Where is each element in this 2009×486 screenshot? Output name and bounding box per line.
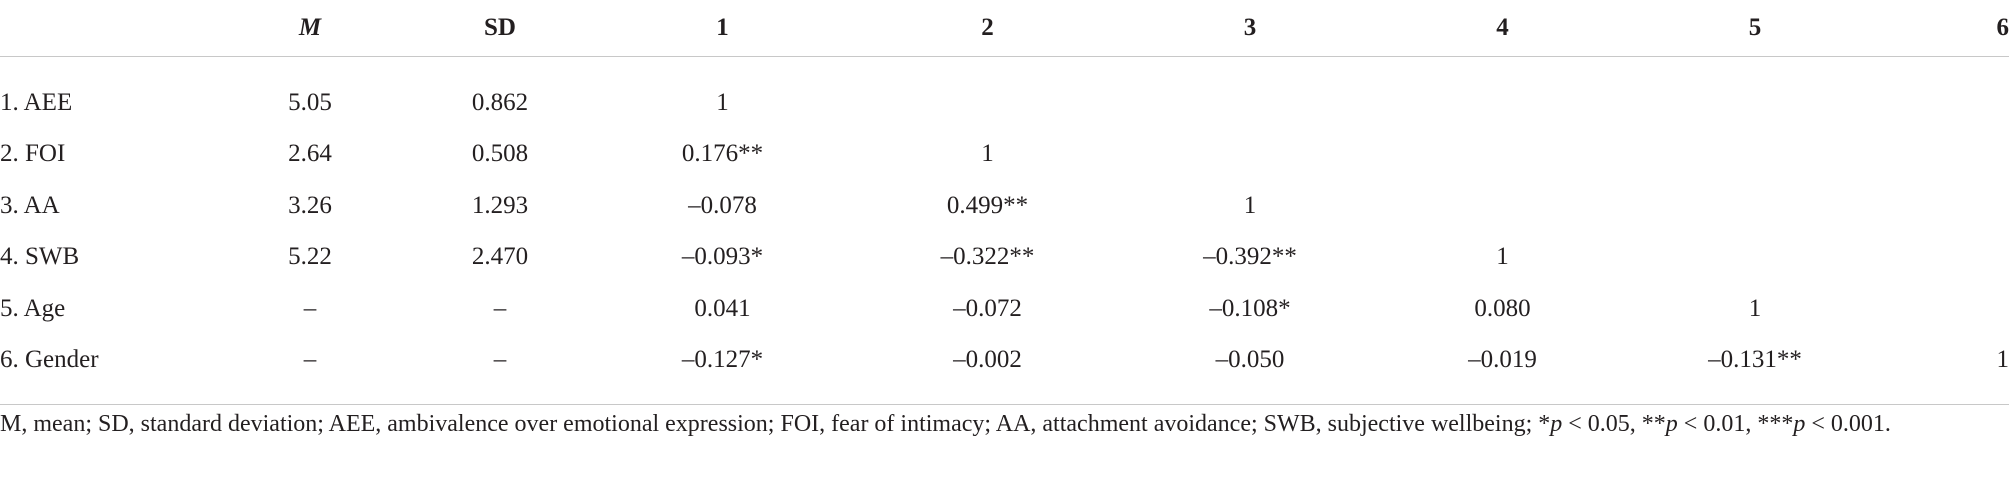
cell-4: 1: [1496, 243, 1509, 271]
row-label: 1. AEE: [0, 88, 73, 116]
header-cell-5: 5: [1748, 14, 1762, 41]
row-label: 2. FOI: [0, 140, 66, 168]
table-footnote: M, mean; SD, standard deviation; AEE, am…: [0, 408, 2005, 441]
cell-2: [855, 57, 1120, 129]
table-row: 4. SWB 5.22 2.470 –0.093* –0.322** –0.39…: [0, 232, 2009, 284]
cell-mean: 3.26: [288, 191, 332, 219]
cell-5: [1625, 129, 1885, 181]
sig-threshold-1: < 0.05,: [1562, 411, 1642, 437]
cell-1: 0.176**: [681, 140, 764, 168]
cell-6: 1: [1996, 346, 2009, 374]
cell-sd: –: [493, 346, 507, 374]
cell-2: 1: [981, 140, 994, 168]
cell-mean: –: [303, 294, 317, 322]
header-cell-6: 6: [1996, 14, 2009, 41]
cell-mean: 2.64: [288, 140, 332, 168]
cell-5: [1625, 180, 1885, 232]
cell-5: –0.131**: [1708, 346, 1802, 374]
cell-2: –0.322**: [940, 243, 1035, 271]
cell-4: [1380, 129, 1625, 181]
p-symbol-1: p: [1550, 411, 1563, 437]
cell-6: [1885, 232, 2009, 284]
cell-4: 0.080: [1474, 294, 1531, 322]
cell-1: 1: [716, 88, 729, 116]
correlation-table-container: M SD 1 2 3 4 5 6 1. AEE 5.05 0.862 1: [0, 0, 2009, 405]
cell-4: [1380, 57, 1625, 129]
header-cell-label: [0, 0, 210, 57]
cell-6: [1885, 283, 2009, 335]
cell-mean: 5.22: [288, 243, 332, 271]
cell-6: [1885, 57, 2009, 129]
table-row: 6. Gender – – –0.127* –0.002 –0.050 –0.0…: [0, 335, 2009, 405]
cell-3: 1: [1243, 191, 1257, 219]
cell-3: –0.050: [1215, 346, 1285, 374]
header-cell-2: 2: [981, 14, 994, 41]
header-cell-3: 3: [1243, 14, 1257, 41]
row-label: 5. Age: [0, 294, 66, 322]
cell-2: 0.499**: [946, 191, 1029, 219]
header-cell-4: 4: [1496, 14, 1509, 41]
header-cell-1: 1: [716, 14, 729, 41]
sig-stars-1: *: [1538, 411, 1551, 437]
cell-3: [1120, 57, 1380, 129]
sig-stars-3: ***: [1757, 411, 1794, 437]
cell-2: –0.002: [953, 346, 1022, 374]
cell-6: [1885, 180, 2009, 232]
table-row: 5. Age – – 0.041 –0.072 –0.108* 0.080 1: [0, 283, 2009, 335]
row-label: 6. Gender: [0, 346, 99, 374]
cell-5: [1625, 57, 1885, 129]
cell-sd: 0.508: [471, 140, 529, 168]
cell-3: –0.108*: [1209, 294, 1291, 322]
cell-6: [1885, 129, 2009, 181]
row-label: 4. SWB: [0, 243, 80, 271]
cell-sd: 1.293: [471, 191, 529, 219]
cell-2: –0.072: [953, 294, 1022, 322]
header-cell-sd: SD: [484, 14, 516, 41]
cell-1: –0.078: [688, 191, 757, 219]
cell-sd: 2.470: [471, 243, 529, 271]
cell-1: 0.041: [694, 294, 751, 322]
cell-sd: 0.862: [471, 88, 529, 116]
table-row: 1. AEE 5.05 0.862 1: [0, 57, 2009, 129]
header-cell-mean: M: [298, 14, 322, 41]
correlation-table: M SD 1 2 3 4 5 6 1. AEE 5.05 0.862 1: [0, 0, 2009, 405]
cell-mean: –: [303, 346, 317, 374]
cell-3: –0.392**: [1203, 243, 1297, 271]
cell-3: [1120, 129, 1380, 181]
sig-stars-2: **: [1641, 411, 1666, 437]
p-symbol-3: p: [1793, 411, 1806, 437]
cell-4: [1380, 180, 1625, 232]
cell-4: –0.019: [1468, 346, 1537, 374]
sig-threshold-3: < 0.001.: [1805, 411, 1891, 437]
cell-5: 1: [1748, 294, 1762, 322]
cell-5: [1625, 232, 1885, 284]
cell-mean: 5.05: [288, 88, 332, 116]
cell-sd: –: [493, 294, 507, 322]
cell-1: –0.093*: [681, 243, 764, 271]
row-label: 3. AA: [0, 191, 60, 219]
cell-1: –0.127*: [681, 346, 764, 374]
table-row: 2. FOI 2.64 0.508 0.176** 1: [0, 129, 2009, 181]
header-row: M SD 1 2 3 4 5 6: [0, 0, 2009, 57]
sig-threshold-2: < 0.01,: [1677, 411, 1758, 437]
footnote-definitions: M, mean; SD, standard deviation; AEE, am…: [0, 411, 1539, 437]
p-symbol-2: p: [1665, 411, 1678, 437]
table-row: 3. AA 3.26 1.293 –0.078 0.499** 1: [0, 180, 2009, 232]
